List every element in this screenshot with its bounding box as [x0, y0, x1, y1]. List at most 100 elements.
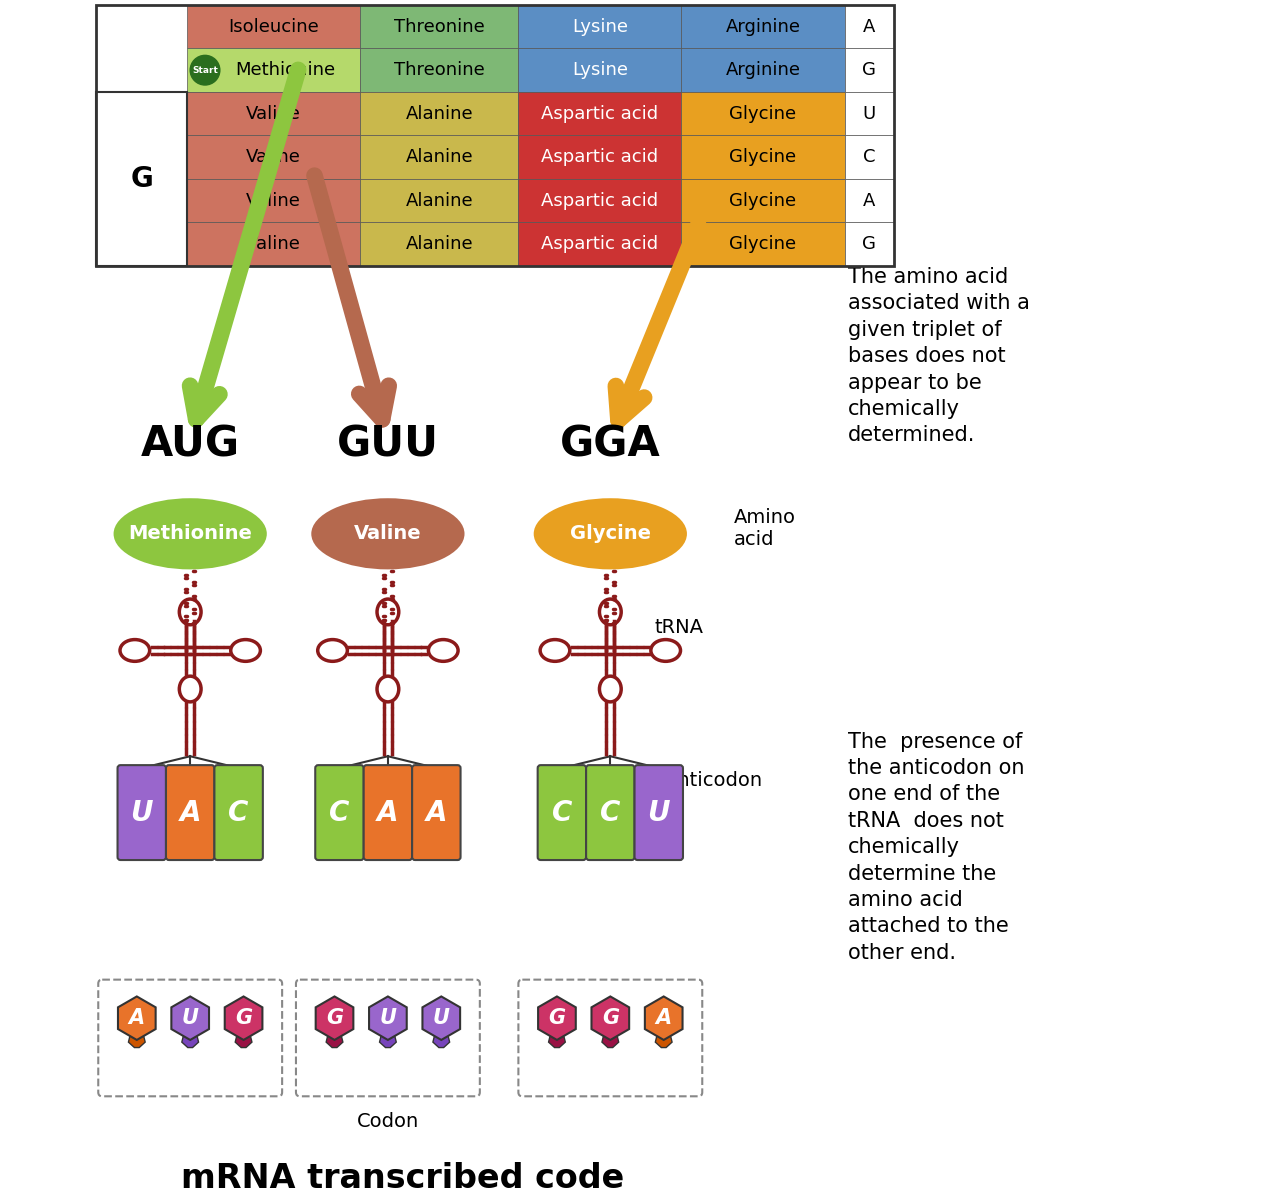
Text: Valine: Valine — [246, 235, 301, 253]
Text: G: G — [602, 1008, 619, 1028]
Polygon shape — [181, 1032, 199, 1048]
FancyBboxPatch shape — [586, 766, 634, 860]
Polygon shape — [549, 1032, 565, 1048]
FancyBboxPatch shape — [634, 766, 683, 860]
Polygon shape — [656, 1032, 672, 1048]
Bar — [681, 48, 845, 92]
Text: G: G — [325, 1008, 343, 1028]
Text: Valine: Valine — [246, 192, 301, 210]
Text: G: G — [235, 1008, 253, 1028]
Text: Glycine: Glycine — [730, 104, 796, 122]
Bar — [188, 179, 360, 222]
Polygon shape — [433, 1032, 449, 1048]
Polygon shape — [225, 996, 263, 1040]
Bar — [518, 222, 681, 266]
Polygon shape — [117, 996, 156, 1040]
Text: Threonine: Threonine — [394, 18, 485, 36]
Text: Alanine: Alanine — [406, 192, 473, 210]
Text: GGA: GGA — [560, 424, 661, 466]
FancyBboxPatch shape — [117, 766, 166, 860]
Text: GUU: GUU — [337, 424, 439, 466]
Polygon shape — [369, 996, 407, 1040]
Text: A: A — [863, 18, 875, 36]
Polygon shape — [538, 996, 575, 1040]
Bar — [681, 92, 845, 136]
Bar — [518, 92, 681, 136]
Bar — [360, 92, 518, 136]
Text: A: A — [129, 1008, 145, 1028]
Polygon shape — [171, 996, 209, 1040]
Polygon shape — [315, 996, 353, 1040]
Bar — [681, 136, 845, 179]
Bar — [360, 136, 518, 179]
FancyBboxPatch shape — [537, 766, 586, 860]
Text: Aspartic acid: Aspartic acid — [541, 235, 658, 253]
Bar — [518, 5, 681, 48]
Text: Aspartic acid: Aspartic acid — [541, 104, 658, 122]
Text: Glycine: Glycine — [730, 235, 796, 253]
Text: C: C — [228, 798, 249, 827]
Bar — [96, 5, 894, 266]
Bar — [518, 179, 681, 222]
Ellipse shape — [533, 498, 686, 570]
Text: U: U — [647, 798, 670, 827]
Bar — [681, 5, 845, 48]
Text: G: G — [863, 61, 877, 79]
Bar — [360, 179, 518, 222]
Bar — [845, 179, 894, 222]
Bar — [518, 136, 681, 179]
Bar — [188, 136, 360, 179]
Text: Methionine: Methionine — [129, 524, 253, 544]
Bar — [360, 222, 518, 266]
Bar — [681, 179, 845, 222]
Ellipse shape — [311, 498, 464, 570]
Text: AUG: AUG — [140, 424, 240, 466]
Text: G: G — [549, 1008, 565, 1028]
Text: C: C — [863, 148, 875, 166]
Text: U: U — [130, 798, 153, 827]
Text: Lysine: Lysine — [572, 18, 628, 36]
Text: The  presence of
the anticodon on
one end of the
tRNA  does not
chemically
deter: The presence of the anticodon on one end… — [847, 732, 1025, 962]
Polygon shape — [422, 996, 461, 1040]
Text: A: A — [378, 798, 398, 827]
Circle shape — [190, 55, 219, 85]
Text: Valine: Valine — [353, 524, 421, 544]
Text: U: U — [433, 1008, 449, 1028]
Text: tRNA: tRNA — [655, 618, 704, 637]
Text: U: U — [181, 1008, 199, 1028]
Text: Codon: Codon — [357, 1112, 419, 1132]
Bar — [681, 222, 845, 266]
Text: C: C — [329, 798, 350, 827]
Text: The amino acid
associated with a
given triplet of
bases does not
appear to be
ch: The amino acid associated with a given t… — [847, 266, 1030, 445]
Bar — [188, 48, 360, 92]
Polygon shape — [129, 1032, 145, 1048]
Text: Lysine: Lysine — [572, 61, 628, 79]
Ellipse shape — [114, 498, 267, 570]
FancyBboxPatch shape — [315, 766, 364, 860]
FancyBboxPatch shape — [214, 766, 263, 860]
FancyBboxPatch shape — [412, 766, 461, 860]
Text: Valine: Valine — [246, 148, 301, 166]
Text: Anticodon: Anticodon — [665, 772, 763, 791]
FancyBboxPatch shape — [166, 766, 214, 860]
Text: Alanine: Alanine — [406, 104, 473, 122]
Text: Methionine: Methionine — [236, 61, 336, 79]
Text: Arginine: Arginine — [726, 18, 800, 36]
Text: C: C — [600, 798, 620, 827]
Text: Valine: Valine — [246, 104, 301, 122]
Text: U: U — [379, 1008, 397, 1028]
Text: mRNA transcribed code: mRNA transcribed code — [181, 1162, 624, 1194]
Text: G: G — [863, 235, 877, 253]
Bar — [188, 222, 360, 266]
Text: C: C — [551, 798, 572, 827]
Text: Arginine: Arginine — [726, 61, 800, 79]
FancyBboxPatch shape — [364, 766, 412, 860]
Text: Threonine: Threonine — [394, 61, 485, 79]
Bar — [518, 48, 681, 92]
Polygon shape — [592, 996, 629, 1040]
Text: Aspartic acid: Aspartic acid — [541, 148, 658, 166]
Text: A: A — [863, 192, 875, 210]
Bar — [845, 5, 894, 48]
Text: A: A — [180, 798, 200, 827]
Text: Amino
acid: Amino acid — [734, 509, 796, 550]
